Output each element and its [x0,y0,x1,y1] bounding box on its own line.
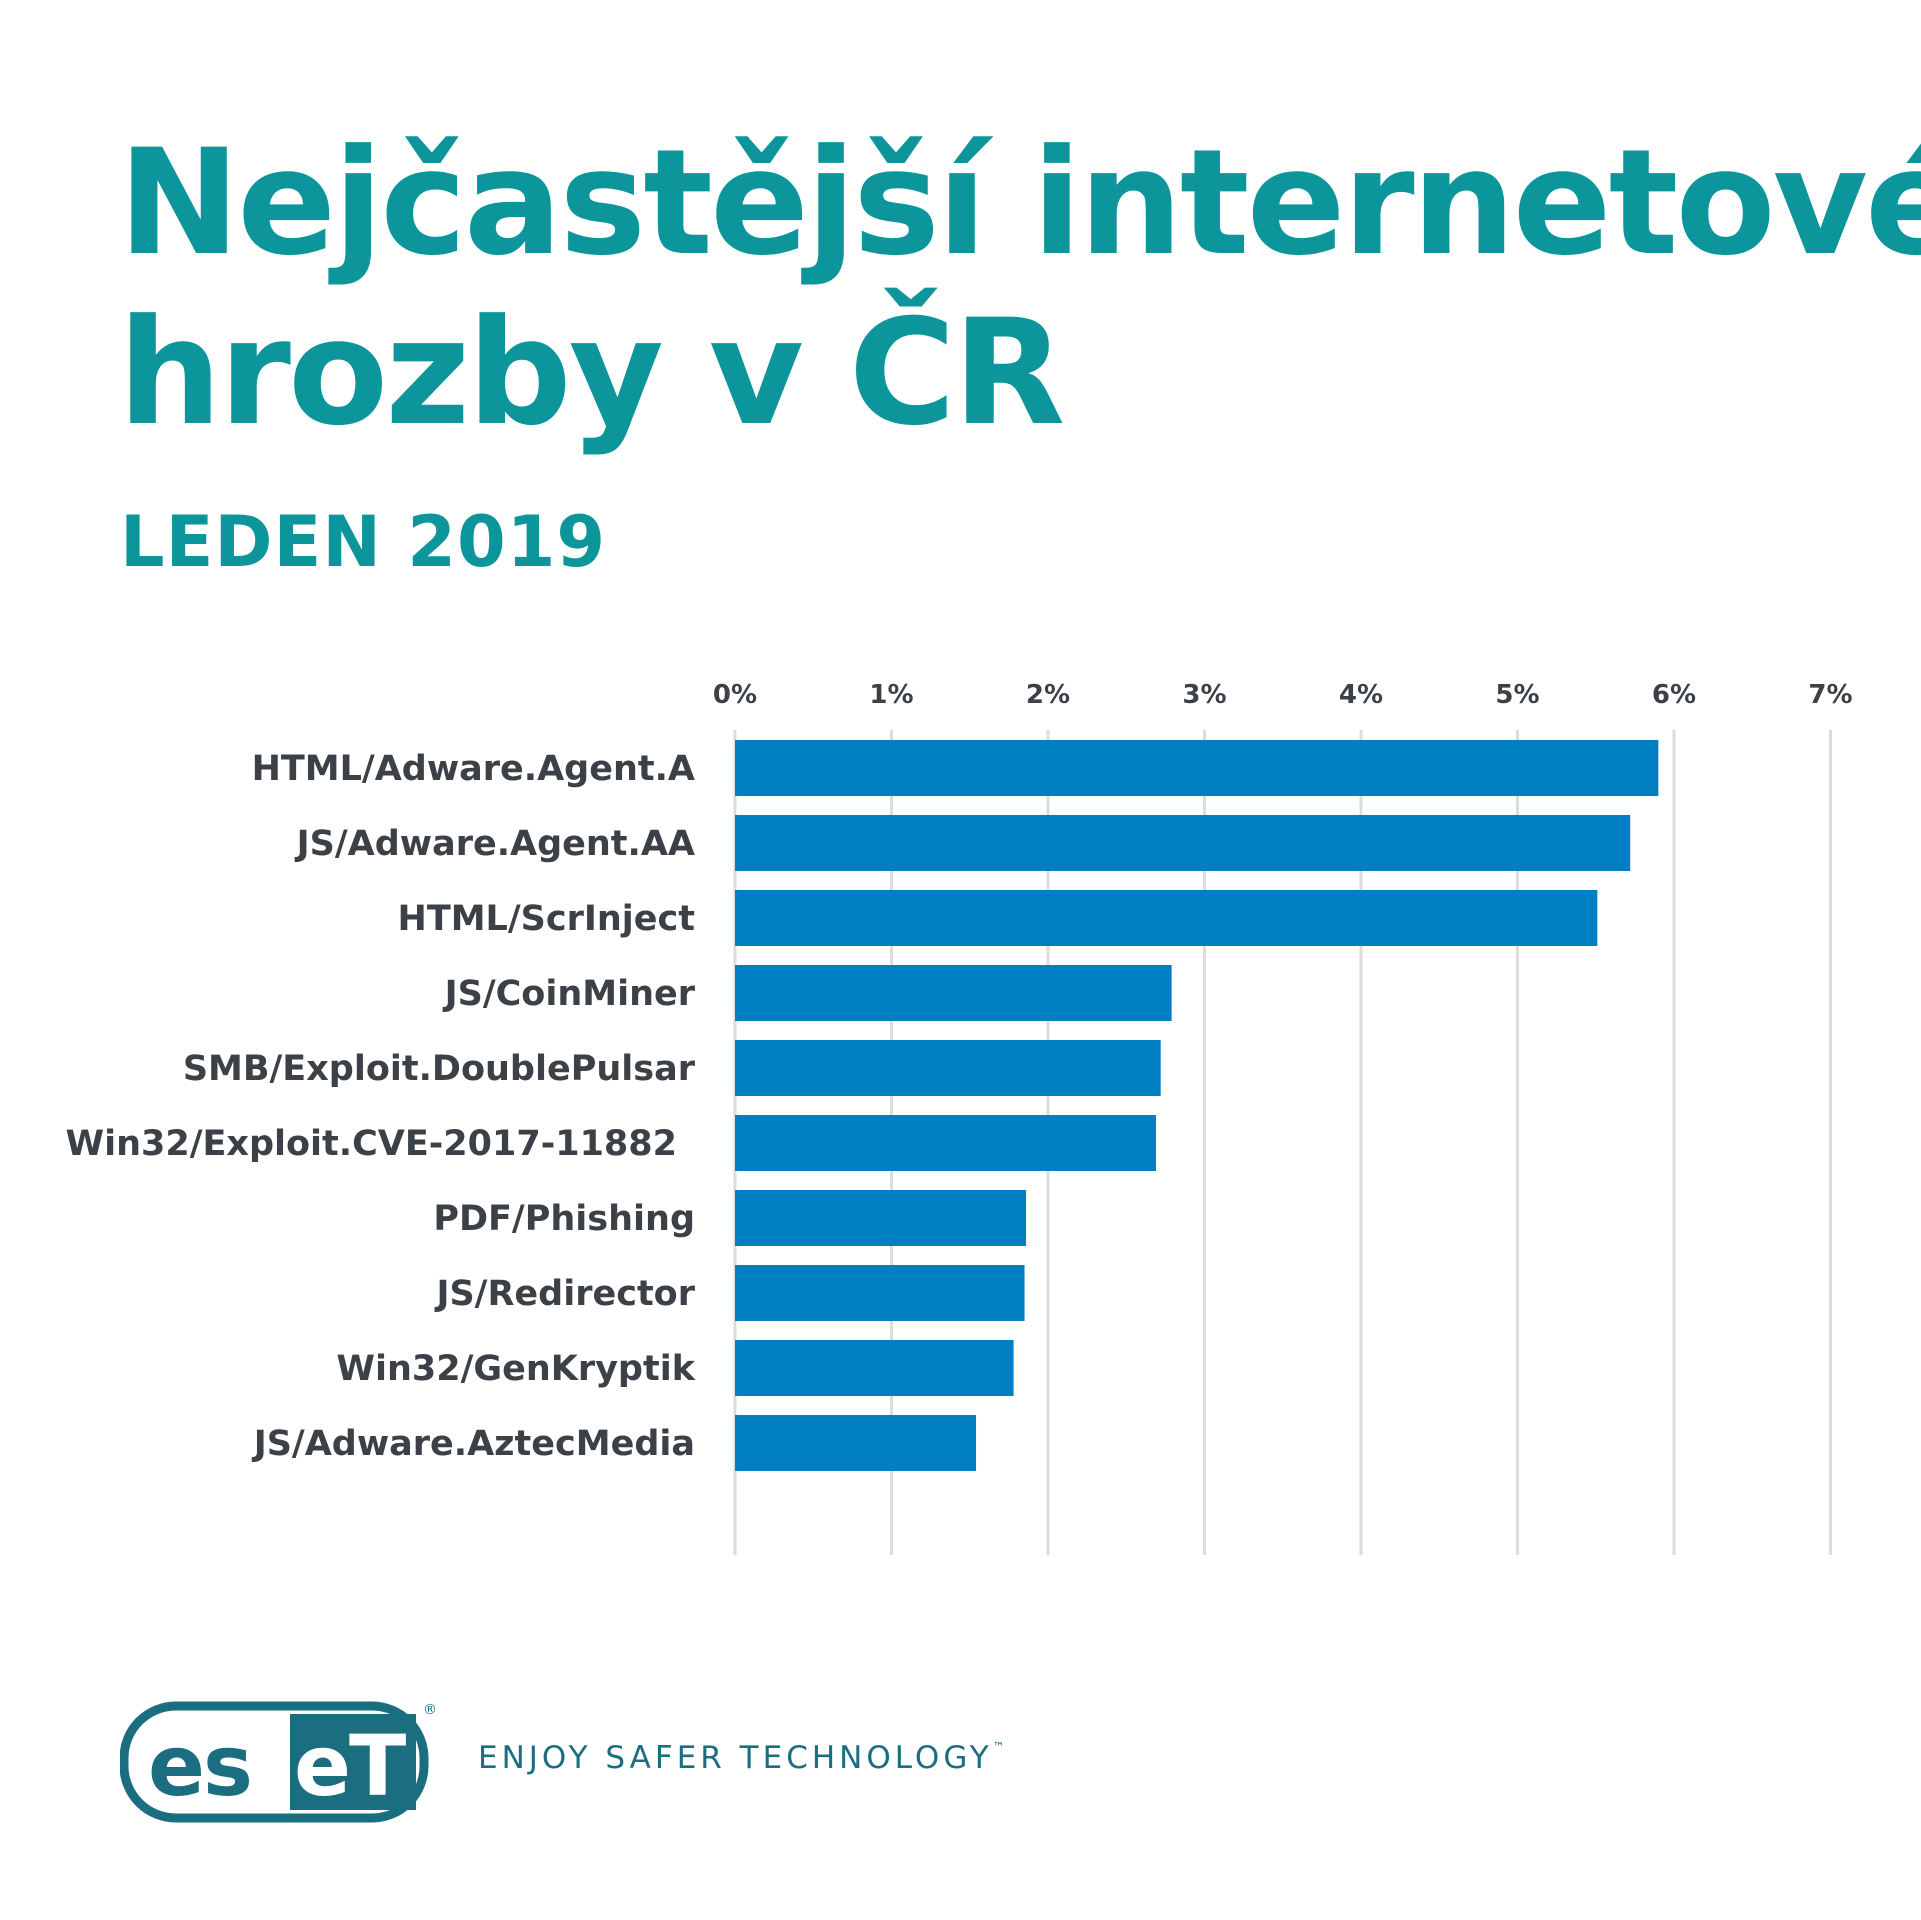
title-line-1: Nejčastější internetové [118,118,1921,288]
category-label: JS/Adware.AztecMedia [252,1424,695,1464]
tagline: ENJOY SAFER TECHNOLOGY™ [478,1740,1005,1776]
bar [735,1415,977,1471]
bar [735,815,1631,871]
bar-chart: 0% 1% 2% 3% 4% 5% 6% 7% HTML/Adware.Agent.A JS/A… [65,680,1853,1555]
x-axis-tick-labels: 0% 1% 2% 3% 4% 5% 6% 7% [713,680,1853,710]
category-label: JS/CoinMiner [443,974,696,1014]
category-label: JS/Redirector [434,1274,695,1314]
bar [735,1190,1027,1246]
x-tick-label: 4% [1339,680,1383,710]
category-label: HTML/Adware.Agent.A [252,749,695,789]
title-line-2: hrozby v ČR [118,288,1065,458]
svg-text:®: ® [423,1702,437,1718]
bars [735,740,1659,1471]
bar [735,740,1659,796]
category-label: PDF/Phishing [433,1199,695,1239]
bar [735,890,1598,946]
footer: es eT ® eset® ENJOY SAFER TECHNOLOGY™ [120,1700,1020,1825]
category-label: HTML/ScrInject [398,899,695,939]
x-tick-label: 0% [713,680,757,710]
category-label: Win32/GenKryptik [336,1349,695,1389]
category-label: SMB/Exploit.DoublePulsar [183,1049,696,1089]
bar [735,1340,1014,1396]
category-labels: HTML/Adware.Agent.A JS/Adware.Agent.AA HTM… [65,749,695,1464]
x-tick-label: 5% [1495,680,1539,710]
category-label: JS/Adware.Agent.AA [295,824,695,864]
bar [735,1040,1161,1096]
category-label: Win32/Exploit.CVE-2017-11882 [65,1124,677,1164]
bar [735,1115,1156,1171]
svg-text:es: es [148,1717,251,1815]
x-tick-label: 1% [869,680,913,710]
x-tick-label: 3% [1182,680,1226,710]
x-tick-label: 7% [1808,680,1852,710]
x-tick-label: 6% [1652,680,1696,710]
bar [735,965,1172,1021]
eset-logo: es eT ® [120,1701,437,1823]
chart-title: Nejčastější internetové hrozby v ČR [118,118,1921,458]
bar [735,1265,1025,1321]
chart-subtitle: LEDEN 2019 [120,501,607,583]
svg-text:eT: eT [294,1717,406,1815]
x-tick-label: 2% [1026,680,1070,710]
